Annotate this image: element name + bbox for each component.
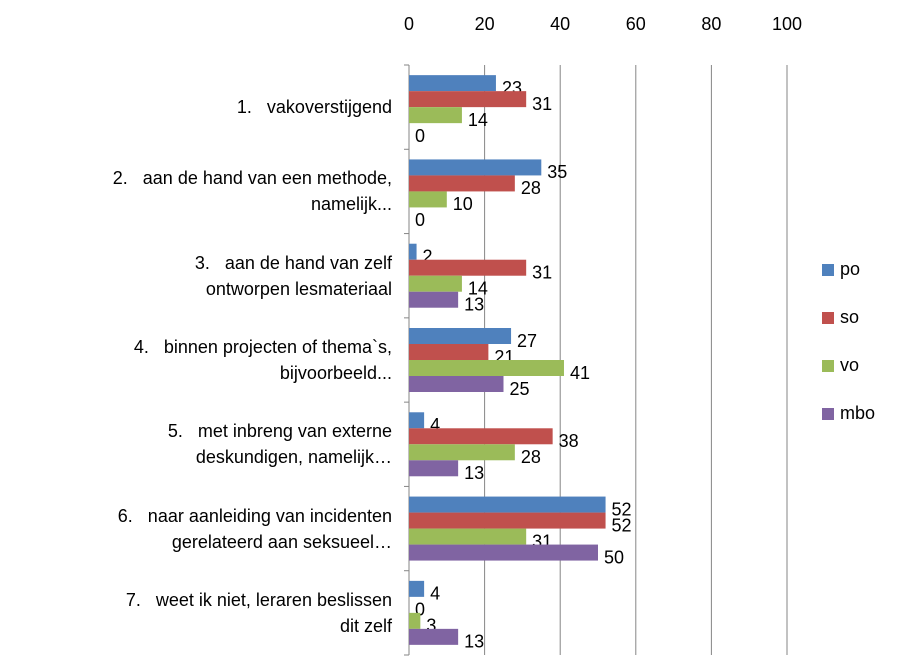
data-label: 0 xyxy=(415,600,425,620)
bar xyxy=(409,159,542,176)
data-label: 13 xyxy=(464,463,484,483)
legend-swatch xyxy=(822,264,834,276)
x-tick-label: 0 xyxy=(404,14,414,34)
data-label: 41 xyxy=(570,363,590,383)
data-label: 31 xyxy=(532,262,552,282)
data-label: 10 xyxy=(453,194,473,214)
legend-swatch xyxy=(822,312,834,324)
bar xyxy=(409,243,417,260)
data-label: 0 xyxy=(415,210,425,230)
x-tick-label: 40 xyxy=(550,14,570,34)
data-label: 52 xyxy=(612,499,632,519)
x-tick-label: 20 xyxy=(475,14,495,34)
bar xyxy=(409,612,421,629)
bar xyxy=(409,528,527,545)
bar xyxy=(409,376,504,392)
bar xyxy=(409,512,606,529)
bar xyxy=(409,175,515,192)
category-label: 7. weet ik niet, leraren beslissen dit z… xyxy=(125,589,392,636)
legend-label: vo xyxy=(840,355,859,375)
bar xyxy=(409,496,606,513)
category-label: 6. naar aanleiding van incidenten gerela… xyxy=(117,505,392,552)
bar xyxy=(409,291,459,308)
bar xyxy=(409,107,462,124)
data-label: 14 xyxy=(468,278,488,298)
legend-swatch xyxy=(822,408,834,420)
bar xyxy=(409,544,598,561)
legend-label: so xyxy=(840,307,859,327)
data-label: 3 xyxy=(426,616,436,636)
legend-swatch xyxy=(822,360,834,372)
category-label: 4. binnen projecten of thema`s, bijvoorb… xyxy=(133,336,392,383)
legend-label: mbo xyxy=(840,403,875,423)
data-label: 2 xyxy=(423,246,433,266)
bar xyxy=(409,628,459,645)
data-label: 27 xyxy=(517,331,537,351)
category-label: 1. vakoverstijgend xyxy=(236,97,392,118)
data-label: 52 xyxy=(612,515,632,535)
data-label: 28 xyxy=(521,178,541,198)
bar xyxy=(409,344,489,360)
data-label: 28 xyxy=(521,447,541,467)
bar xyxy=(409,460,459,477)
data-label: 4 xyxy=(430,415,440,435)
bar xyxy=(409,191,447,208)
category-label: 2. aan de hand van een methode, namelijk… xyxy=(112,168,392,215)
bar xyxy=(409,259,527,276)
data-label: 4 xyxy=(430,584,440,604)
bar xyxy=(409,91,527,108)
data-label: 31 xyxy=(532,94,552,114)
data-label: 13 xyxy=(464,632,484,652)
bar xyxy=(409,412,425,429)
data-label: 35 xyxy=(547,162,567,182)
bar xyxy=(409,360,564,376)
category-label: 5. met inbreng van externe deskundigen, … xyxy=(167,421,392,468)
data-label: 38 xyxy=(559,431,579,451)
data-label: 25 xyxy=(510,379,530,399)
category-label: 3. aan de hand van zelf ontworpen lesmat… xyxy=(194,252,392,299)
bar xyxy=(409,75,496,92)
x-tick-label: 100 xyxy=(772,14,802,34)
bar xyxy=(409,428,553,445)
x-tick-label: 80 xyxy=(701,14,721,34)
x-tick-label: 60 xyxy=(626,14,646,34)
data-label: 13 xyxy=(464,294,484,314)
data-label: 14 xyxy=(468,110,488,130)
data-label: 0 xyxy=(415,126,425,146)
bar xyxy=(409,328,512,344)
legend-label: po xyxy=(840,259,860,279)
bar xyxy=(409,580,425,597)
data-label: 50 xyxy=(604,547,624,567)
bar xyxy=(409,275,462,292)
bar xyxy=(409,444,515,461)
